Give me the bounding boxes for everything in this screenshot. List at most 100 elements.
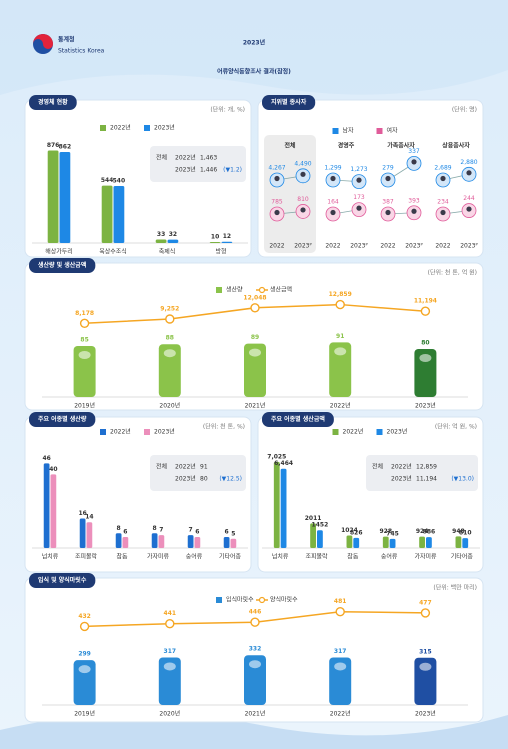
- value-label: 928: [379, 528, 392, 535]
- person-head: [440, 209, 446, 216]
- group-highlight: [264, 135, 316, 253]
- bar-icon: [334, 347, 347, 356]
- x-tick-label: 2023년: [415, 710, 436, 718]
- wave: [0, 0, 508, 95]
- bar-icon: [419, 662, 432, 671]
- line-marker: [250, 617, 260, 627]
- bar: [346, 535, 353, 548]
- value-label: 745: [386, 530, 399, 537]
- value-label: 8: [117, 525, 121, 532]
- value-label: 826: [350, 529, 363, 536]
- panel-title-tab: [262, 95, 316, 110]
- note-value: 80: [200, 476, 208, 483]
- bar: [455, 536, 462, 548]
- bar: [50, 474, 57, 548]
- legend-swatch: [332, 128, 339, 134]
- bar: [209, 241, 221, 243]
- value-label: 14: [85, 514, 93, 521]
- value-label: 279: [382, 165, 394, 172]
- x-tick-label: 2023ᴾ: [405, 243, 423, 250]
- note-box: [366, 455, 478, 491]
- value-label: 810: [459, 530, 472, 537]
- x-tick-label: 2022: [380, 243, 395, 250]
- note-year: 2022년: [175, 463, 196, 471]
- legend-label: 2023년: [154, 428, 175, 436]
- x-tick-label: 숭어류: [186, 553, 203, 561]
- unit-label: (단위: 억 원, %): [435, 423, 477, 431]
- panel-title-tab: [29, 573, 96, 588]
- unit-label: (단위: 천 톤, %): [203, 423, 245, 431]
- bar: [187, 535, 194, 548]
- value-label: 234: [437, 199, 449, 206]
- legend-swatch: [332, 429, 339, 435]
- legend-label: 2023년: [154, 124, 175, 132]
- line-marker: [165, 314, 175, 324]
- person-head: [440, 175, 446, 182]
- legend-label: 2022년: [110, 124, 131, 132]
- note-label: 전체: [156, 154, 167, 162]
- line-marker: [420, 608, 431, 618]
- value-label: 337: [408, 148, 420, 155]
- panel: [24, 416, 252, 573]
- panel-title: 입식 및 양식마릿수: [38, 576, 87, 584]
- note-year: 2023년: [175, 475, 196, 483]
- x-tick-label: 2022년: [330, 402, 351, 410]
- panel-title-tab: [29, 95, 77, 110]
- person-head: [300, 207, 306, 213]
- value-label: 9,252: [160, 305, 179, 312]
- value-label: 10: [211, 233, 219, 240]
- bar: [273, 461, 280, 548]
- value-label: 1024: [341, 527, 358, 534]
- x-tick-label: 축제식: [159, 248, 176, 256]
- value-label: 924: [416, 528, 429, 535]
- panel-title-tab: [262, 412, 334, 427]
- value-label: 544: [101, 177, 114, 184]
- person-head: [411, 159, 417, 165]
- unit-label: (단위: 개, %): [210, 106, 245, 114]
- bar: [414, 657, 437, 705]
- bar-icon: [163, 349, 176, 358]
- value-label: 8,178: [75, 310, 94, 317]
- value-label: 88: [166, 335, 174, 342]
- bar: [115, 533, 122, 548]
- legend-label: 생산량: [226, 286, 243, 294]
- bar: [59, 152, 71, 243]
- panel: [24, 262, 484, 411]
- bar: [194, 536, 201, 548]
- bar: [151, 533, 158, 548]
- note-change: (▼1.2): [223, 167, 242, 174]
- value-label: 441: [164, 610, 177, 617]
- x-tick-label: 2023년: [415, 402, 436, 410]
- x-tick-label: 기타어종: [219, 553, 242, 561]
- line-marker: [335, 299, 345, 310]
- value-label: 244: [463, 195, 475, 202]
- value-label: 1452: [312, 522, 329, 529]
- line-marker: [79, 621, 90, 632]
- value-label: 317: [164, 648, 177, 655]
- panel-title: 지위별 종사자: [271, 98, 307, 106]
- bar: [73, 346, 96, 397]
- x-tick-label: 넙치류: [42, 553, 59, 561]
- x-tick-label: 참돔: [347, 553, 359, 561]
- bar: [419, 536, 425, 548]
- line-marker: [420, 306, 431, 316]
- line-marker: [250, 303, 260, 313]
- value-label: 8: [153, 525, 157, 532]
- bar: [158, 657, 181, 705]
- note-value: 1,446: [200, 167, 217, 174]
- x-tick-label: 2019년: [74, 402, 95, 410]
- bar: [329, 657, 352, 705]
- bar: [382, 536, 389, 548]
- panel: [24, 577, 484, 723]
- legend-label: 생산금액: [270, 286, 292, 294]
- value-label: 299: [78, 651, 91, 658]
- x-tick-label: 2020년: [159, 402, 180, 410]
- legend-swatch: [216, 597, 222, 603]
- value-label: 810: [297, 196, 309, 203]
- bar: [244, 343, 266, 397]
- value-label: 1,273: [350, 166, 367, 173]
- legend-label: 입식마릿수: [226, 596, 254, 604]
- note-box: [150, 455, 246, 491]
- note-label: 전체: [156, 463, 167, 471]
